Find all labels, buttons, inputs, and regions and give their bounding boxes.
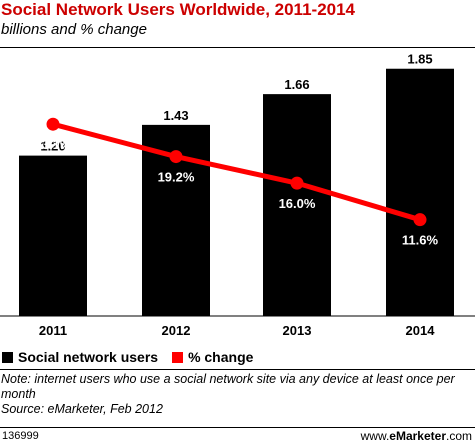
bar-2011	[19, 155, 87, 316]
note-divider	[0, 369, 475, 370]
bar-label-2012: 1.43	[163, 108, 188, 123]
legend-item-users: Social network users	[2, 349, 158, 365]
change-point-2012	[169, 150, 183, 164]
x-tick-label-2011: 2011	[39, 323, 67, 338]
bar-2013	[263, 94, 331, 316]
chart-legend: Social network users % change	[2, 348, 267, 366]
top-divider	[0, 47, 475, 48]
legend-swatch-change	[172, 351, 184, 363]
brand-name: eMarketer	[389, 429, 446, 443]
footer: 136999 www.eMarketer.com	[0, 428, 475, 444]
legend-label-change: % change	[188, 349, 254, 365]
x-tick-label-2012: 2012	[162, 323, 191, 338]
bar-label-2013: 1.66	[284, 77, 309, 92]
bar-2014	[386, 68, 454, 316]
change-label-2012: 19.2%	[158, 170, 195, 185]
footer-divider	[0, 427, 475, 428]
x-tick-label-2013: 2013	[283, 323, 312, 338]
brand-logo: www.eMarketer.com	[361, 429, 472, 443]
bar-label-2011: 1.20	[40, 139, 65, 154]
change-point-2011	[46, 117, 60, 131]
note-text: Note: internet users who use a social ne…	[1, 372, 455, 401]
change-label-2013: 16.0%	[279, 196, 316, 211]
chart-notes: Note: internet users who use a social ne…	[1, 372, 471, 417]
bar-label-2014: 1.85	[407, 52, 432, 67]
change-line	[50, 121, 423, 223]
change-label-2011: 23.1%	[35, 137, 72, 152]
chart-id: 136999	[2, 430, 39, 442]
change-point-2013	[290, 176, 304, 190]
chart-title: Social Network Users Worldwide, 2011-201…	[1, 0, 356, 19]
brand-suffix: .com	[445, 429, 472, 443]
brand-prefix: www.	[360, 429, 390, 443]
change-point-2014	[413, 213, 427, 227]
change-label-2014: 11.6%	[402, 233, 439, 248]
legend-item-change: % change	[172, 349, 253, 365]
chart-subtitle: billions and % change	[1, 21, 147, 38]
x-tick-label-2014: 2014	[406, 323, 436, 338]
legend-label-users: Social network users	[18, 349, 159, 365]
legend-swatch-users	[2, 351, 13, 363]
source-text: Source: eMarketer, Feb 2012	[1, 402, 163, 416]
